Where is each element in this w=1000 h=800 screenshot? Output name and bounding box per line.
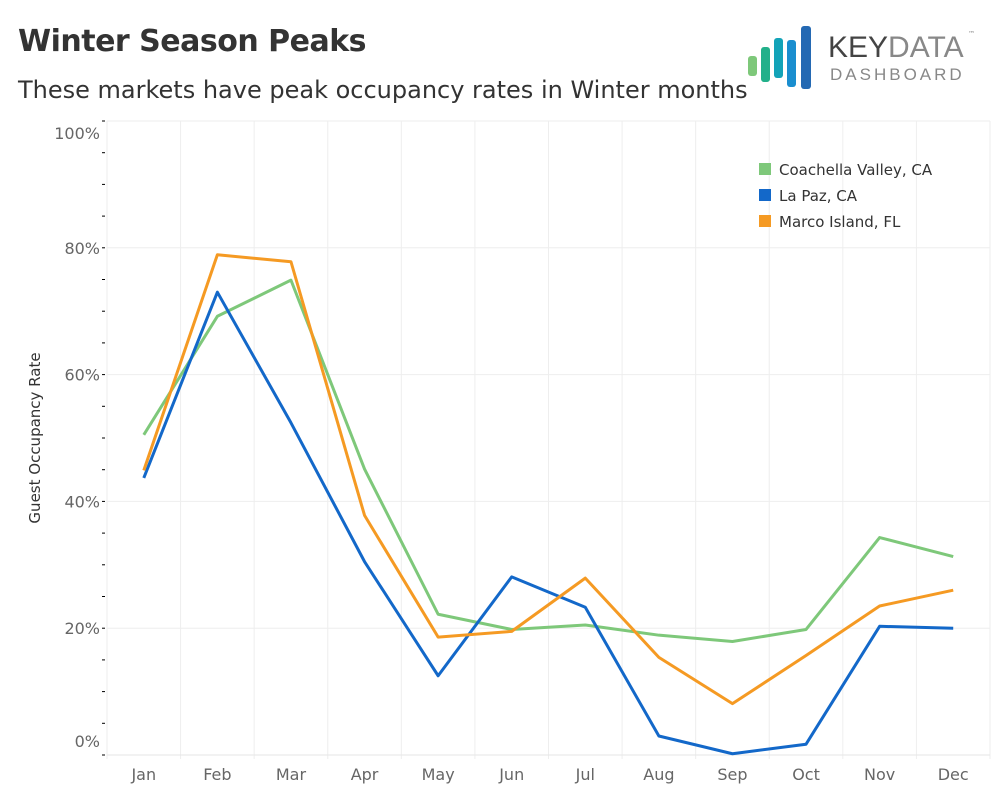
legend-label: Marco Island, FL xyxy=(779,213,901,231)
y-tick-label: 20% xyxy=(64,619,100,638)
y-axis-label: Guest Occupancy Rate xyxy=(26,352,44,523)
svg-text:KEYDATA: KEYDATA xyxy=(828,31,964,64)
x-tick-label: Jul xyxy=(575,765,595,784)
legend-swatch xyxy=(759,163,771,175)
legend-label: La Paz, CA xyxy=(779,187,858,205)
x-tick-label: Oct xyxy=(792,765,820,784)
legend-label: Coachella Valley, CA xyxy=(779,161,933,179)
legend-swatch xyxy=(759,215,771,227)
series-line-1 xyxy=(142,290,954,756)
keydata-logo: KEYDATA ™ DASHBOARD xyxy=(748,26,975,89)
series-line-2 xyxy=(142,253,954,706)
x-tick-label: Feb xyxy=(203,765,231,784)
x-tick-label: Aug xyxy=(643,765,674,784)
x-tick-label: Jun xyxy=(498,765,524,784)
svg-text:DASHBOARD: DASHBOARD xyxy=(830,65,965,84)
svg-text:™: ™ xyxy=(968,30,975,38)
y-tick-label: 80% xyxy=(64,239,100,258)
chart-subtitle: These markets have peak occupancy rates … xyxy=(18,76,748,104)
series-line-0 xyxy=(142,278,954,644)
x-tick-label: Mar xyxy=(276,765,307,784)
y-tick-label: 0% xyxy=(75,732,100,751)
y-tick-label: 40% xyxy=(64,492,100,511)
chart-title: Winter Season Peaks xyxy=(18,24,367,59)
logo-bars-icon xyxy=(748,26,811,89)
x-tick-label: Sep xyxy=(717,765,747,784)
x-tick-label: Jan xyxy=(130,765,156,784)
x-tick-label: Dec xyxy=(938,765,969,784)
y-tick-label: 60% xyxy=(64,366,100,385)
legend-swatch xyxy=(759,189,771,201)
x-tick-label: May xyxy=(422,765,455,784)
x-tick-label: Apr xyxy=(351,765,379,784)
y-tick-label: 100% xyxy=(54,124,100,143)
x-tick-label: Nov xyxy=(864,765,895,784)
